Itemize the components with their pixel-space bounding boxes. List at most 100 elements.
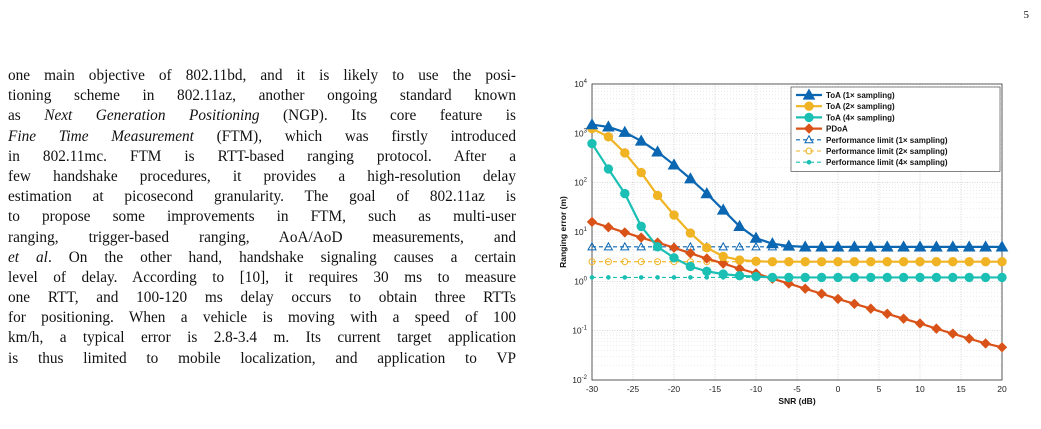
data-point [997, 272, 1007, 283]
data-point [651, 145, 664, 157]
data-point [604, 258, 612, 266]
text-run: one main objective of 802.11bd, and it i… [8, 67, 516, 84]
text-run: in 802.11mc. FTM is RTT-based ranging pr… [8, 147, 516, 165]
data-point [688, 275, 693, 280]
body-line: as Next Generation Positioning (NGP). It… [8, 106, 516, 126]
y-tick-label: 101 [574, 227, 587, 237]
data-point [980, 338, 991, 349]
legend-item: Performance limit (2× sampling) [796, 147, 948, 156]
y-tick-label: 10-2 [572, 375, 587, 385]
data-point [620, 148, 630, 158]
data-point [831, 240, 845, 252]
data-point [636, 241, 647, 251]
body-line: level of delay. According to [10], it re… [8, 268, 516, 288]
x-tick-label: 0 [836, 384, 841, 394]
data-point [618, 125, 632, 137]
data-point [849, 257, 860, 267]
legend-marker [804, 134, 814, 144]
data-point [866, 257, 876, 267]
data-point [588, 258, 596, 266]
body-line: is thus limited to mobile localization, … [8, 349, 516, 369]
data-point [832, 293, 844, 305]
data-point [948, 257, 958, 267]
data-point [996, 342, 1008, 353]
data-point [881, 308, 893, 319]
legend-label: Performance limit (1× sampling) [826, 136, 948, 145]
data-point [931, 272, 942, 283]
data-point [654, 258, 662, 266]
data-point [930, 240, 943, 252]
legend-label: PDoA [826, 125, 848, 134]
body-line: et al. On the other hand, handshake sign… [8, 248, 516, 268]
y-tick-label: 10-1 [572, 326, 587, 336]
data-point [751, 256, 761, 266]
legend-label: ToA (1× sampling) [826, 91, 895, 100]
body-line: to propose some improvements in FTM, suc… [8, 207, 516, 227]
data-point [621, 258, 629, 266]
data-point [931, 323, 942, 334]
data-point [671, 275, 677, 280]
italic-term: et al [8, 248, 48, 266]
x-tick-label: 15 [956, 384, 966, 394]
data-point [964, 272, 974, 283]
data-point [718, 251, 728, 262]
text-run: . On the other hand, handshake signaling… [47, 248, 517, 266]
data-point [946, 240, 960, 252]
body-line: for positioning. When a vehicle is movin… [8, 308, 516, 328]
body-line: few handshake procedures, it provides a … [8, 167, 516, 187]
data-point [655, 275, 660, 280]
data-point [915, 272, 925, 283]
body-line: Fine Time Measurement (FTM), which was f… [8, 127, 516, 147]
text-run: is thus limited to mobile localization, … [8, 349, 516, 367]
data-point [898, 272, 909, 283]
data-point [585, 118, 599, 130]
data-point [816, 288, 827, 299]
data-point [767, 272, 778, 283]
x-axis-label: SNR (dB) [778, 396, 815, 406]
data-point [717, 258, 729, 269]
text-run: for positioning. When a vehicle is movin… [8, 309, 516, 327]
data-point [635, 232, 647, 243]
text-run: as [8, 107, 45, 125]
data-point [685, 248, 696, 259]
data-point [898, 257, 909, 267]
body-line: ranging, trigger-based ranging, AoA/AoD … [8, 228, 516, 248]
series-1 [587, 123, 1007, 267]
x-tick-label: 5 [877, 384, 882, 394]
data-point [751, 271, 761, 282]
text-run: tioning scheme in 802.11az, another ongo… [8, 87, 516, 105]
data-point [638, 275, 644, 280]
legend-label: Performance limit (4× sampling) [826, 158, 948, 167]
legend-item: PDoA [796, 123, 848, 134]
x-tick-label: -10 [750, 384, 763, 394]
text-run: (FTM), which was firstly introduced [193, 127, 517, 145]
text-run: one RTT, and 100-120 ms delay occurs to … [8, 289, 516, 307]
data-point [749, 231, 763, 243]
data-point [897, 240, 910, 252]
data-point [603, 164, 614, 174]
text-run: few handshake procedures, it provides a … [8, 167, 516, 185]
legend-item: ToA (1× sampling) [796, 88, 895, 100]
data-point [619, 227, 631, 238]
text-run: km/h, a typical error is 2.8-3.4 m. Its … [8, 329, 516, 347]
data-point [947, 328, 959, 339]
x-tick-label: 10 [915, 384, 925, 394]
legend-marker [803, 123, 815, 134]
ranging-error-figure: 10-2 10-1 100 101 102 103 104 -30 -25 -20 -15 -10 -5… [552, 62, 1012, 412]
data-point [603, 222, 614, 233]
italic-term: Next Generation Positioning [44, 107, 260, 125]
data-point [733, 219, 746, 232]
body-line: in 802.11mc. FTM is RTT-based ranging pr… [8, 147, 516, 167]
body-line: tioning scheme in 802.11az, another ongo… [8, 86, 516, 106]
data-point [979, 240, 992, 252]
data-point [589, 275, 595, 280]
data-point [882, 272, 892, 283]
data-point [816, 272, 827, 283]
data-point [619, 241, 630, 251]
data-point [782, 239, 796, 251]
body-line: estimation at picosecond granularity. Th… [8, 187, 516, 207]
data-point [702, 266, 712, 276]
data-point [652, 190, 663, 201]
data-point [848, 240, 861, 252]
